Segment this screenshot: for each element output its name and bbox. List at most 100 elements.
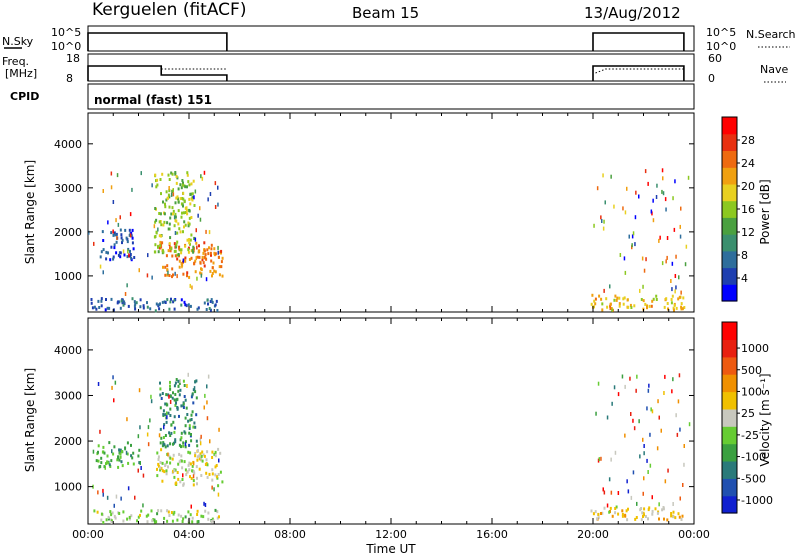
radar-cell (131, 297, 134, 301)
radar-cell (163, 212, 166, 216)
radar-cell (625, 509, 628, 513)
radar-cell (594, 302, 597, 306)
radar-cell (192, 245, 195, 249)
radar-cell (197, 250, 200, 254)
radar-cell (166, 415, 168, 420)
radar-cell (655, 294, 658, 298)
radar-cell (207, 197, 209, 202)
radar-cell (169, 249, 172, 253)
radar-cell (161, 469, 164, 473)
radar-cell (121, 464, 124, 468)
radar-cell (88, 230, 90, 235)
radar-cell (126, 255, 129, 259)
radar-cell (199, 261, 202, 265)
radar-cell (114, 233, 117, 237)
radar-cell (187, 510, 190, 514)
radar-cell (188, 241, 191, 245)
radar-cell (174, 231, 177, 235)
radar-cell (126, 517, 129, 521)
radar-cell (643, 444, 645, 448)
radar-cell (104, 465, 106, 470)
radar-cell (205, 229, 207, 234)
radar-cell (643, 476, 645, 481)
radar-cell (598, 294, 601, 298)
radar-cell (147, 253, 149, 258)
radar-cell (220, 260, 223, 264)
radar-cell (217, 492, 220, 497)
radar-cell (171, 275, 173, 279)
radar-cell (176, 195, 179, 199)
ytick-label: 4000 (54, 344, 82, 357)
radar-cell (168, 307, 171, 311)
radar-cell (188, 197, 191, 201)
radar-cell (634, 517, 637, 521)
ytick-label: 3000 (54, 182, 82, 195)
radar-cell (167, 249, 170, 253)
radar-cell (211, 456, 214, 459)
radar-cell (167, 227, 170, 231)
nsky-tick-top: 10^5 (51, 26, 81, 39)
radar-cell (173, 249, 176, 253)
freq-trace (87, 65, 685, 81)
radar-cell (183, 395, 186, 398)
radar-cell (187, 250, 190, 254)
radar-cell (650, 407, 652, 412)
radar-cell (151, 519, 154, 523)
radar-cell (180, 186, 183, 190)
radar-cell (211, 450, 214, 454)
radar-cell (174, 440, 177, 444)
radar-cell (149, 307, 152, 311)
radar-cell (189, 283, 191, 288)
radar-cell (160, 448, 163, 452)
radar-cell (609, 302, 612, 306)
nave-tick-top: 60 (708, 52, 722, 65)
radar-cell (670, 279, 672, 283)
radar-cell (105, 250, 108, 254)
colorbar-swatch (722, 133, 737, 151)
radar-cell (175, 196, 178, 200)
radar-cell (191, 520, 194, 524)
radar-cell (131, 456, 134, 460)
radar-cell (596, 517, 599, 521)
radar-cell (173, 398, 176, 402)
radar-cell (167, 173, 170, 177)
radar-cell (601, 308, 604, 312)
radar-cell (171, 519, 174, 523)
radar-cell (609, 304, 612, 308)
colorbar-swatch (722, 284, 737, 302)
radar-cell (202, 261, 205, 265)
radar-cell (196, 455, 199, 459)
radar-cell (100, 297, 103, 301)
radar-cell (207, 511, 210, 515)
radar-cell (661, 508, 664, 512)
radar-cell (159, 240, 162, 244)
radar-cell (180, 436, 183, 440)
radar-cell (193, 261, 196, 265)
radar-cell (199, 441, 202, 446)
radar-cell (195, 396, 198, 400)
radar-cell (190, 233, 193, 237)
radar-cell (120, 496, 122, 501)
radar-cell (593, 223, 595, 228)
radar-cell (205, 471, 208, 475)
radar-cell (174, 438, 177, 442)
radar-cell (189, 462, 192, 466)
radar-cell (179, 230, 182, 234)
radar-cell (139, 425, 141, 430)
radar-cell (680, 307, 683, 311)
radar-cell (157, 464, 160, 468)
colorbar-tick: 25 (741, 407, 755, 420)
colorbar-swatch (722, 183, 737, 202)
radar-cell (100, 512, 103, 516)
radar-cell (206, 248, 209, 252)
radar-cell (191, 516, 194, 520)
radar-cell (673, 227, 676, 232)
radar-cell (679, 496, 681, 501)
radar-cell (675, 254, 677, 259)
radar-cell (168, 394, 170, 399)
radar-cell (199, 206, 201, 211)
radar-cell (187, 221, 190, 225)
radar-cell (603, 219, 605, 224)
radar-cell (191, 192, 194, 196)
colorbar-tick: -100 (741, 451, 766, 464)
